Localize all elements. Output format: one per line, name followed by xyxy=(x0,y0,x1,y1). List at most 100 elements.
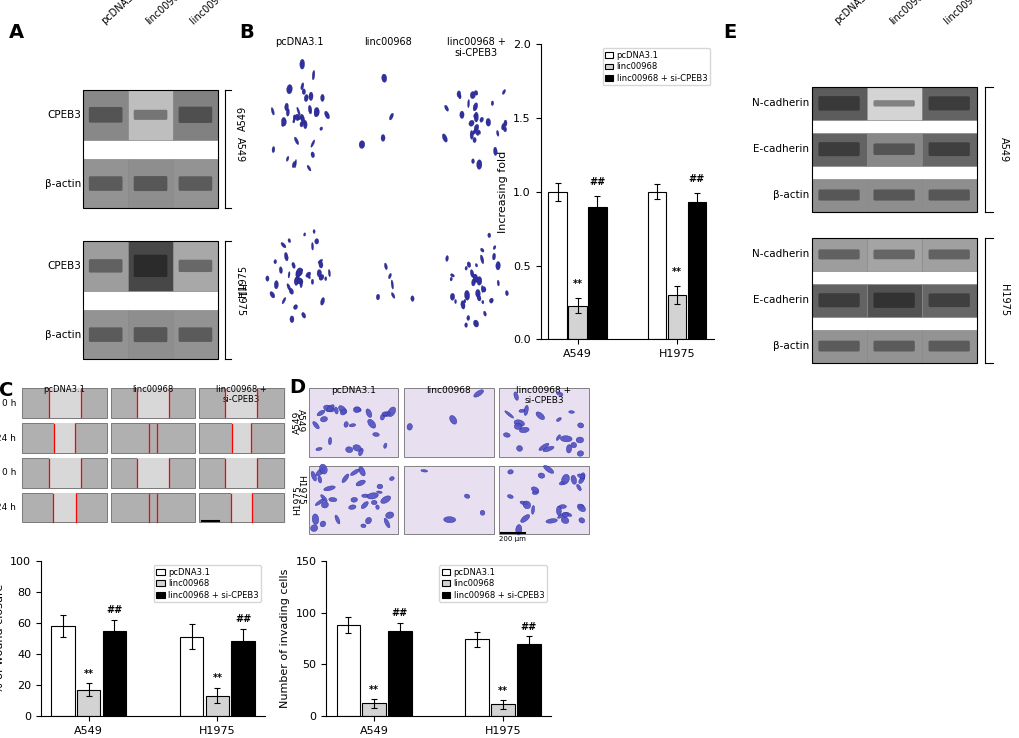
Ellipse shape xyxy=(571,475,576,484)
Ellipse shape xyxy=(472,129,476,134)
Ellipse shape xyxy=(312,70,315,80)
Ellipse shape xyxy=(328,269,330,277)
Ellipse shape xyxy=(320,521,325,527)
Ellipse shape xyxy=(465,266,467,270)
Ellipse shape xyxy=(545,519,556,523)
Text: N-cadherin: N-cadherin xyxy=(751,249,808,260)
Ellipse shape xyxy=(319,275,324,280)
Ellipse shape xyxy=(471,159,474,164)
Text: H1975: H1975 xyxy=(235,284,246,317)
FancyBboxPatch shape xyxy=(173,90,218,139)
Ellipse shape xyxy=(345,446,353,452)
FancyBboxPatch shape xyxy=(866,87,921,120)
FancyBboxPatch shape xyxy=(84,159,128,208)
FancyBboxPatch shape xyxy=(921,283,976,317)
FancyBboxPatch shape xyxy=(866,330,921,362)
FancyBboxPatch shape xyxy=(89,328,122,342)
Bar xyxy=(568,306,586,339)
FancyBboxPatch shape xyxy=(89,176,122,191)
Ellipse shape xyxy=(481,286,483,292)
Text: A549: A549 xyxy=(237,106,248,131)
Text: D: D xyxy=(288,378,305,396)
Ellipse shape xyxy=(475,130,478,136)
Ellipse shape xyxy=(520,501,527,505)
Ellipse shape xyxy=(383,443,386,449)
FancyBboxPatch shape xyxy=(866,238,921,271)
Ellipse shape xyxy=(304,232,306,236)
Ellipse shape xyxy=(298,279,300,282)
Ellipse shape xyxy=(475,289,480,297)
Ellipse shape xyxy=(340,409,346,415)
Ellipse shape xyxy=(481,300,483,304)
Ellipse shape xyxy=(354,407,361,412)
Ellipse shape xyxy=(538,473,544,478)
Ellipse shape xyxy=(286,156,288,162)
Y-axis label: Number of invading cells: Number of invading cells xyxy=(280,569,289,708)
FancyBboxPatch shape xyxy=(22,424,107,452)
Ellipse shape xyxy=(302,89,306,94)
Ellipse shape xyxy=(314,111,319,117)
Ellipse shape xyxy=(501,123,504,130)
Ellipse shape xyxy=(296,271,300,280)
Ellipse shape xyxy=(281,117,286,126)
Bar xyxy=(362,703,385,716)
FancyBboxPatch shape xyxy=(811,179,866,212)
Ellipse shape xyxy=(565,512,572,517)
Ellipse shape xyxy=(376,491,382,494)
FancyBboxPatch shape xyxy=(866,133,921,166)
Ellipse shape xyxy=(467,100,469,108)
FancyBboxPatch shape xyxy=(231,424,251,452)
FancyBboxPatch shape xyxy=(811,133,866,166)
Text: β-actin: β-actin xyxy=(45,179,81,189)
Ellipse shape xyxy=(555,435,560,441)
FancyBboxPatch shape xyxy=(110,493,196,523)
Ellipse shape xyxy=(543,466,553,474)
Ellipse shape xyxy=(311,243,313,250)
FancyBboxPatch shape xyxy=(927,249,969,259)
Ellipse shape xyxy=(558,481,566,485)
Ellipse shape xyxy=(311,472,316,481)
Ellipse shape xyxy=(470,92,475,99)
Ellipse shape xyxy=(561,475,569,484)
Ellipse shape xyxy=(294,277,298,284)
Bar xyxy=(647,192,665,339)
Ellipse shape xyxy=(271,108,274,115)
FancyBboxPatch shape xyxy=(872,249,914,259)
Ellipse shape xyxy=(313,421,319,429)
FancyBboxPatch shape xyxy=(137,388,169,418)
Ellipse shape xyxy=(496,131,498,137)
Circle shape xyxy=(435,213,517,348)
Ellipse shape xyxy=(286,283,290,291)
FancyBboxPatch shape xyxy=(110,424,196,452)
Text: **: ** xyxy=(84,669,94,679)
Bar xyxy=(231,641,255,716)
FancyBboxPatch shape xyxy=(921,87,976,120)
Bar xyxy=(491,705,515,716)
Ellipse shape xyxy=(577,504,585,511)
Ellipse shape xyxy=(457,91,461,97)
FancyBboxPatch shape xyxy=(811,87,866,120)
Ellipse shape xyxy=(473,274,478,283)
Text: pcDNA3.1: pcDNA3.1 xyxy=(275,37,323,47)
FancyBboxPatch shape xyxy=(178,260,212,272)
Ellipse shape xyxy=(389,477,393,480)
Ellipse shape xyxy=(308,106,312,114)
Ellipse shape xyxy=(492,253,495,260)
FancyBboxPatch shape xyxy=(128,310,173,359)
Ellipse shape xyxy=(443,517,455,523)
Ellipse shape xyxy=(296,114,300,121)
FancyBboxPatch shape xyxy=(133,110,167,120)
Ellipse shape xyxy=(361,502,368,508)
Ellipse shape xyxy=(571,442,576,448)
FancyBboxPatch shape xyxy=(133,327,167,342)
Ellipse shape xyxy=(480,255,483,263)
Text: linc00968 + si-CPEB3: linc00968 + si-CPEB3 xyxy=(942,0,1019,26)
Text: ##: ## xyxy=(520,621,536,632)
Ellipse shape xyxy=(334,407,338,414)
Ellipse shape xyxy=(311,140,315,148)
Ellipse shape xyxy=(560,517,569,523)
Text: **: ** xyxy=(212,673,222,683)
Ellipse shape xyxy=(467,262,471,267)
Ellipse shape xyxy=(556,418,560,421)
Ellipse shape xyxy=(284,252,288,261)
